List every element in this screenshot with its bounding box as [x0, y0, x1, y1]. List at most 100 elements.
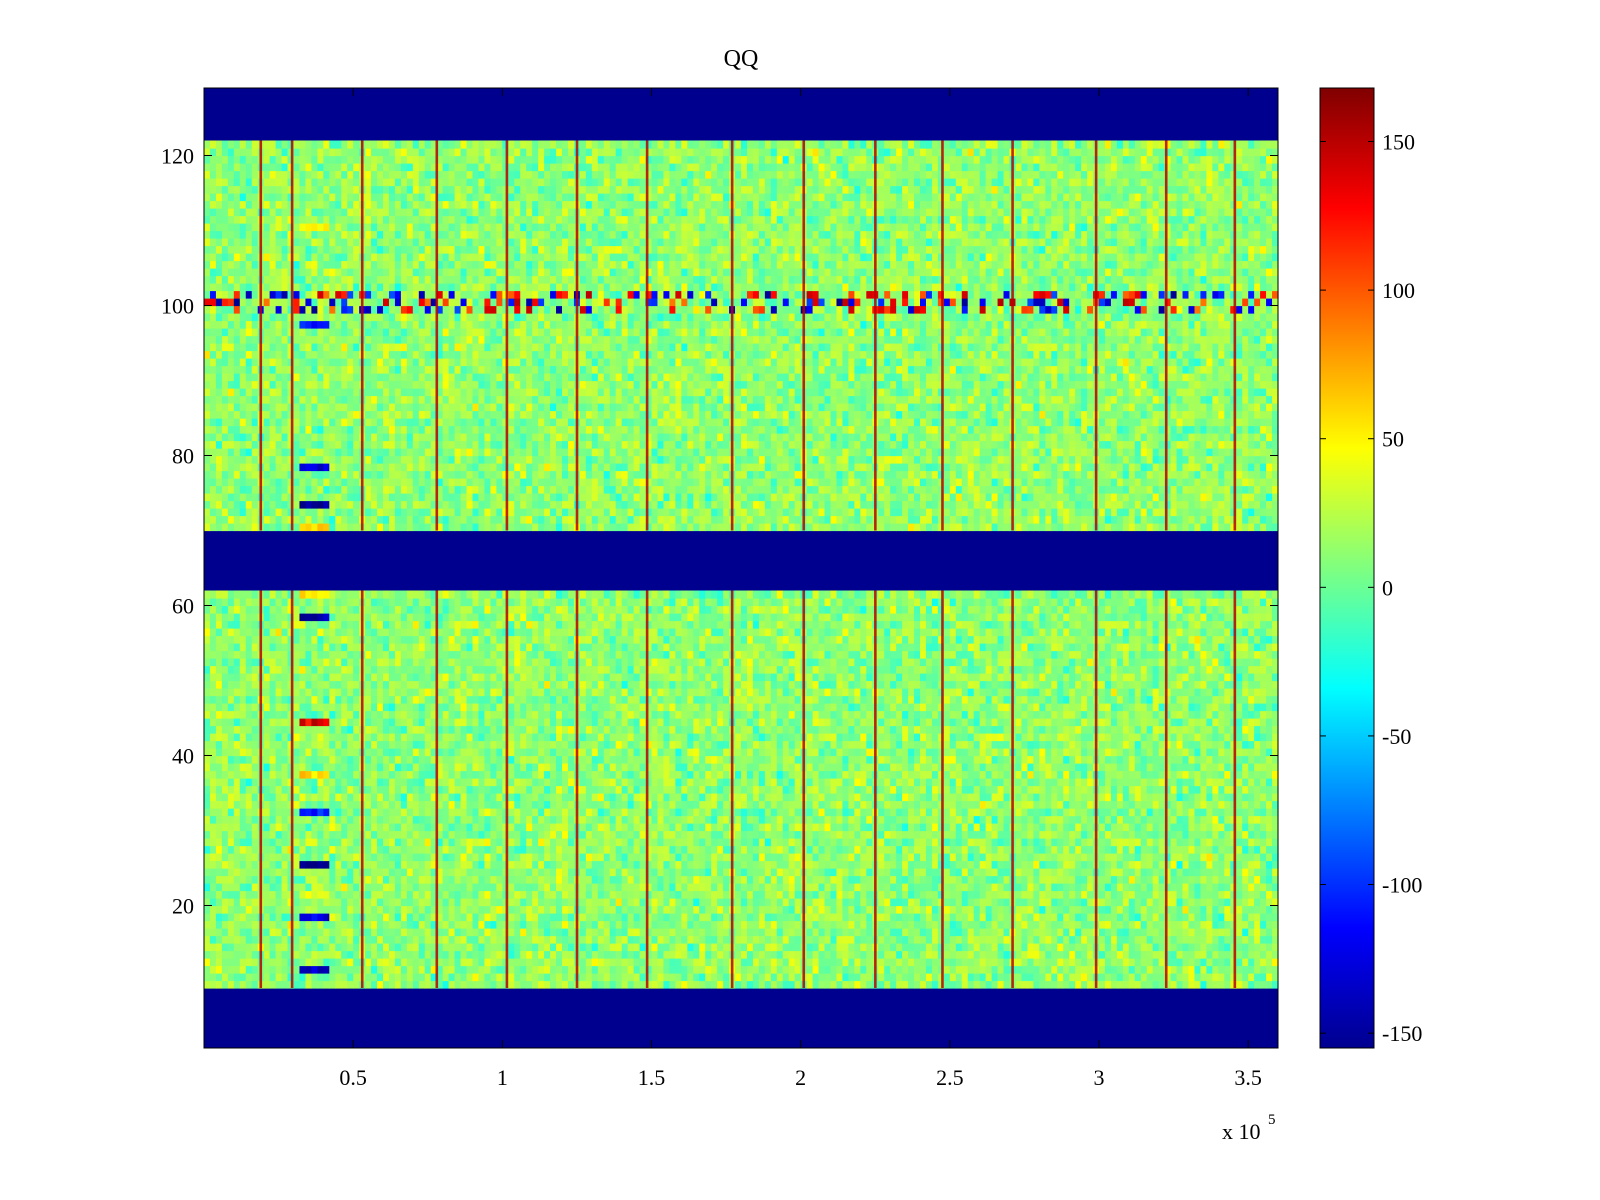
heatmap-cell [1134, 830, 1142, 839]
heatmap-cell [365, 875, 372, 884]
heatmap-cell [400, 883, 408, 892]
heatmap-cell [353, 838, 360, 847]
heatmap-cell [460, 928, 468, 937]
heatmap-cell [251, 853, 259, 862]
heatmap-cell [812, 890, 820, 899]
heatmap-cell [341, 853, 348, 862]
heatmap-cell [526, 935, 533, 944]
heatmap-cell [603, 898, 611, 907]
heatmap-cell [430, 800, 438, 809]
heatmap-cell [1188, 860, 1196, 869]
heatmap-cell [508, 845, 515, 854]
heatmap-cell [1272, 943, 1279, 952]
heatmap-cell [371, 868, 378, 877]
heatmap-cell [842, 928, 849, 937]
heatmap-cell [699, 830, 706, 839]
heatmap-cell [914, 868, 921, 877]
heatmap-cell [1218, 860, 1225, 869]
heatmap-cell [794, 785, 802, 794]
heatmap-cell [1015, 898, 1023, 907]
heatmap-cell [496, 815, 503, 824]
heatmap-cell [418, 875, 426, 884]
heatmap-cell [281, 958, 289, 967]
heatmap-cell [603, 943, 611, 952]
heatmap-cell [741, 980, 748, 989]
heatmap-cell [848, 935, 855, 944]
heatmap-cell [890, 965, 897, 974]
heatmap-cell [788, 853, 796, 862]
heatmap-cell [221, 980, 229, 989]
heatmap-cell [1182, 875, 1190, 884]
heatmap-cell [591, 815, 599, 824]
heatmap-cell [1164, 853, 1172, 862]
heatmap-cell [752, 815, 760, 824]
heatmap-cell [347, 800, 354, 809]
heatmap-cell [860, 785, 867, 794]
heatmap-cell [562, 943, 569, 952]
heatmap-cell [347, 785, 354, 794]
heatmap-cell [830, 875, 838, 884]
heatmap-cell [430, 920, 438, 929]
heatmap-cell [460, 965, 468, 974]
heatmap-cell [967, 913, 975, 922]
heatmap-cell [412, 838, 420, 847]
heatmap-cell [567, 920, 575, 929]
heatmap-cell [890, 950, 897, 959]
heatmap-cell [275, 785, 283, 794]
heatmap-cell [550, 965, 557, 974]
heatmap-cell [1122, 838, 1130, 847]
heatmap-cell [311, 860, 318, 869]
heatmap-cell [651, 928, 659, 937]
heatmap-cell [794, 860, 802, 869]
heatmap-cell [227, 800, 235, 809]
heatmap-cell [394, 913, 402, 922]
heatmap-cell [943, 793, 951, 802]
heatmap-cell [353, 815, 360, 824]
heatmap-cell [442, 868, 450, 877]
heatmap-cell [675, 965, 682, 974]
heatmap-cell [1194, 920, 1202, 929]
heatmap-cell [717, 808, 724, 817]
heatmap-cell [221, 793, 229, 802]
heatmap-cell [1260, 845, 1267, 854]
heatmap-cell [961, 830, 969, 839]
heatmap-cell [985, 973, 993, 982]
heatmap-cell [275, 920, 283, 929]
heatmap-cell [400, 808, 408, 817]
heatmap-cell [311, 868, 318, 877]
heatmap-cell [1206, 913, 1213, 922]
heatmap-cell [1116, 793, 1124, 802]
heatmap-cell [711, 913, 718, 922]
heatmap-cell [454, 883, 462, 892]
heatmap-cell [448, 943, 456, 952]
heatmap-cell [621, 778, 629, 787]
heatmap-cell [675, 868, 682, 877]
heatmap-cell [1051, 785, 1058, 794]
heatmap-cell [806, 920, 814, 929]
heatmap-cell [675, 898, 682, 907]
heatmap-cell [585, 958, 593, 967]
heatmap-cell [377, 890, 384, 899]
heatmap-cell [699, 808, 706, 817]
heatmap-cell [931, 943, 939, 952]
heatmap-cell [1075, 943, 1082, 952]
heatmap-cell [454, 800, 462, 809]
heatmap-cell [406, 838, 414, 847]
heatmap-cell [890, 928, 897, 937]
heatmap-cell [591, 800, 599, 809]
heatmap-cell [997, 815, 1005, 824]
heatmap-cell [1242, 935, 1249, 944]
heatmap-cell [770, 785, 778, 794]
heatmap-cell [1146, 920, 1154, 929]
heatmap-cell [1003, 860, 1011, 869]
heatmap-cell [221, 965, 229, 974]
heatmap-cell [585, 778, 593, 787]
heatmap-cell [1236, 958, 1243, 967]
heatmap-cell [1236, 950, 1243, 959]
heatmap-cell [693, 883, 700, 892]
heatmap-cell [567, 868, 575, 877]
heatmap-cell [663, 793, 670, 802]
heatmap-cell [651, 800, 659, 809]
heatmap-cell [585, 973, 593, 982]
heatmap-cell [1158, 853, 1166, 862]
